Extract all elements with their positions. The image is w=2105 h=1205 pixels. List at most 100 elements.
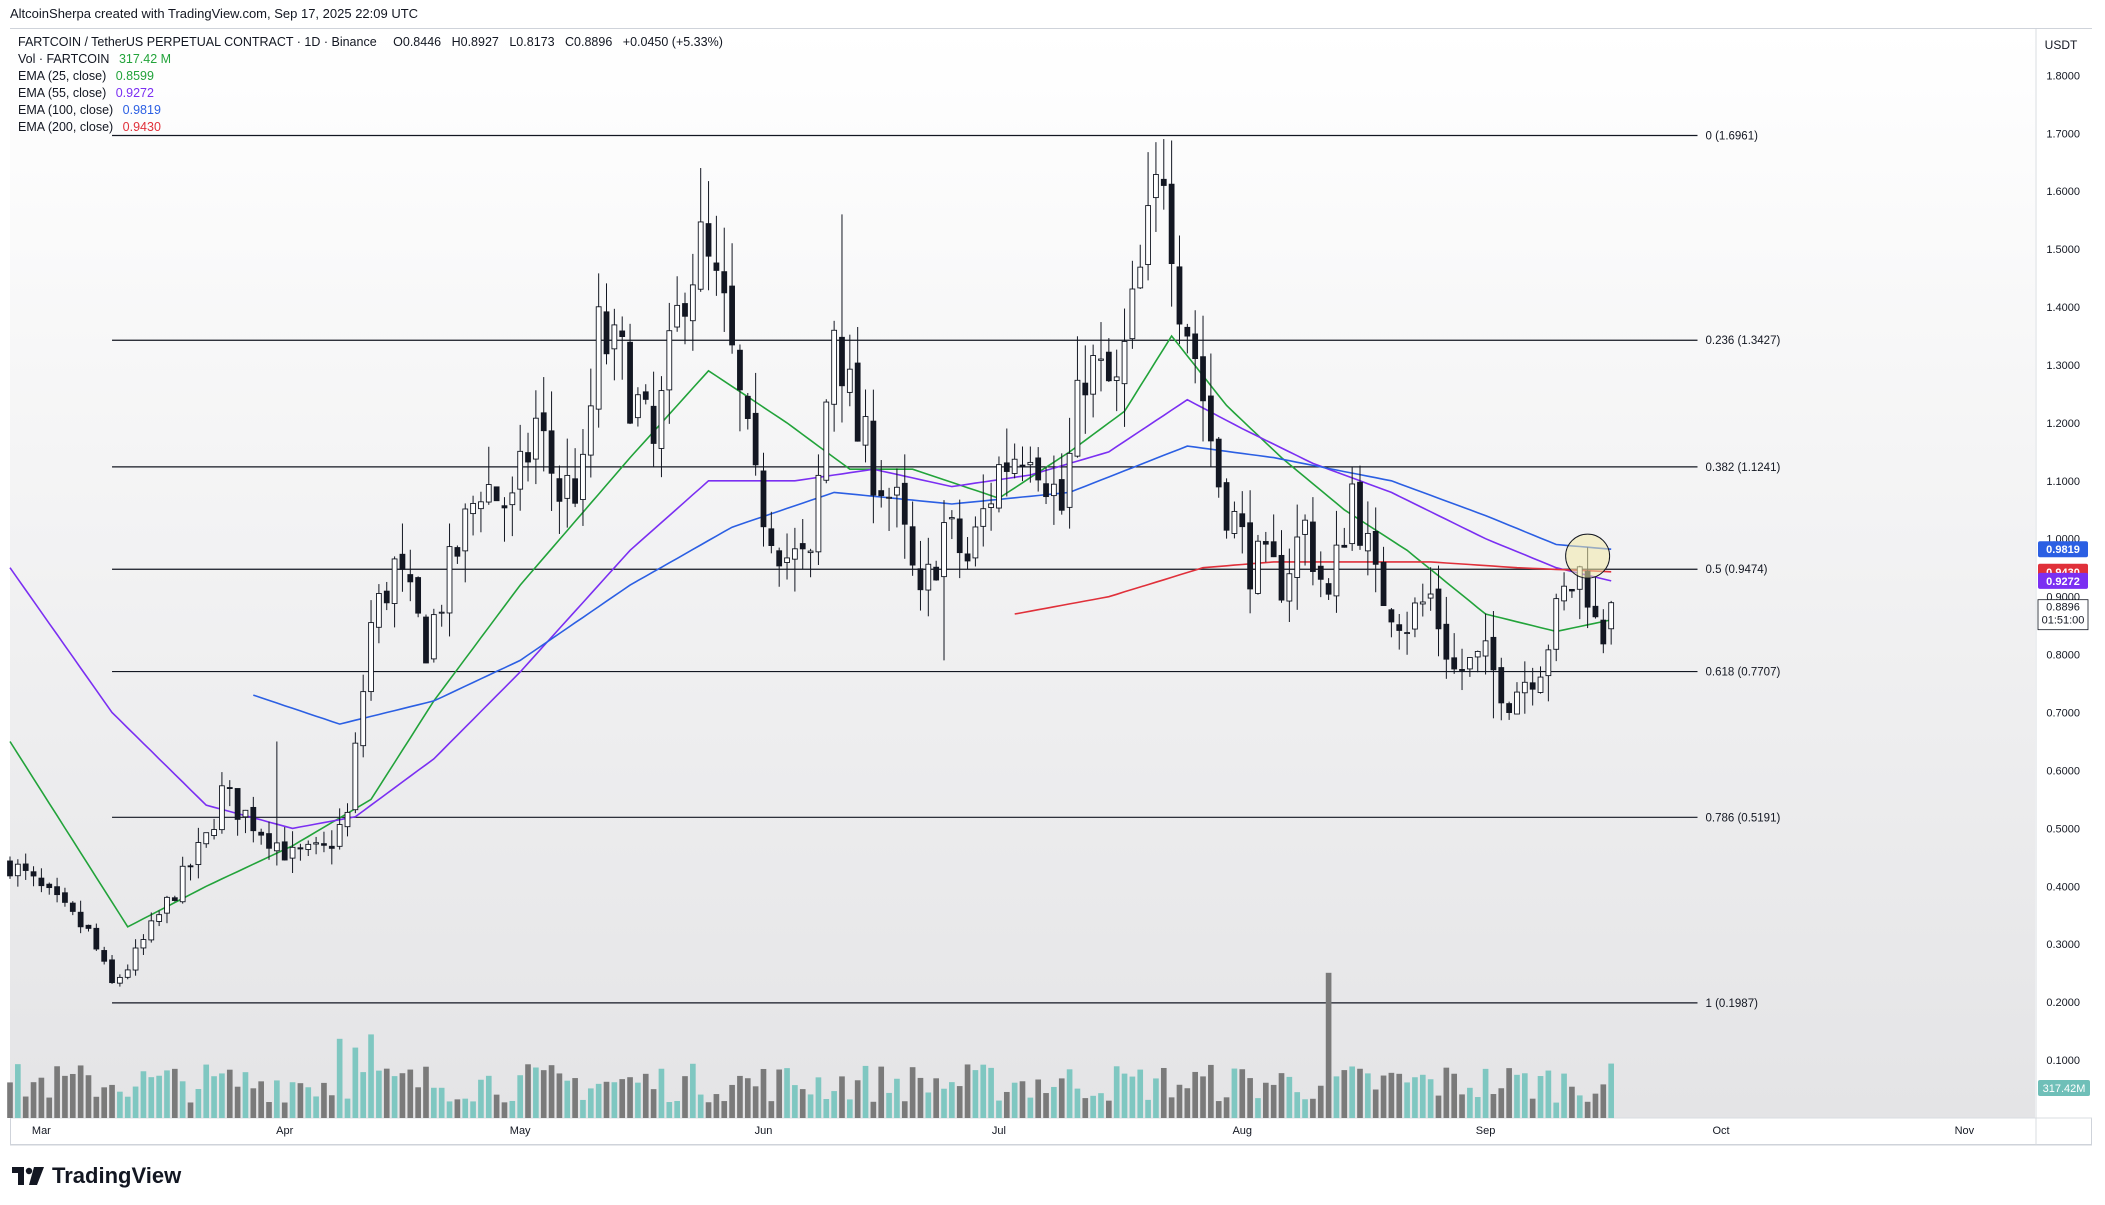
- candle-body[interactable]: [1419, 601, 1426, 605]
- candle-body[interactable]: [1113, 376, 1120, 381]
- candle-body[interactable]: [1145, 205, 1151, 266]
- candle-body[interactable]: [1294, 536, 1301, 578]
- candle-body[interactable]: [415, 577, 422, 614]
- candle-body[interactable]: [462, 508, 469, 552]
- candle-body[interactable]: [1521, 681, 1528, 694]
- candle-body[interactable]: [454, 547, 461, 557]
- candle-body[interactable]: [525, 452, 531, 463]
- candle-body[interactable]: [1200, 356, 1206, 402]
- candle-body[interactable]: [1474, 651, 1481, 658]
- candle-body[interactable]: [595, 306, 602, 410]
- candle-body[interactable]: [917, 568, 924, 591]
- candle-body[interactable]: [7, 860, 13, 877]
- candle-body[interactable]: [1490, 636, 1497, 671]
- candle-body[interactable]: [807, 550, 814, 554]
- candle-body[interactable]: [666, 330, 673, 391]
- candle-body[interactable]: [1435, 588, 1442, 630]
- candle-body[interactable]: [925, 563, 932, 591]
- candle-body[interactable]: [697, 221, 704, 290]
- candle-body[interactable]: [1255, 540, 1261, 594]
- candle-body[interactable]: [1372, 531, 1379, 565]
- candle-body[interactable]: [886, 496, 892, 499]
- legend-volume-row[interactable]: Vol · FARTCOIN 317.42 M: [18, 51, 730, 68]
- candle-body[interactable]: [1207, 395, 1214, 442]
- candle-body[interactable]: [1137, 266, 1144, 289]
- candle-body[interactable]: [1310, 521, 1316, 572]
- candle-body[interactable]: [572, 478, 578, 504]
- candle-body[interactable]: [894, 486, 900, 496]
- candle-body[interactable]: [211, 829, 217, 836]
- candle-body[interactable]: [117, 976, 123, 984]
- candle-body[interactable]: [430, 614, 437, 660]
- symbol-title[interactable]: FARTCOIN / TetherUS PERPETUAL CONTRACT ·…: [18, 35, 377, 49]
- candle-body[interactable]: [171, 897, 178, 901]
- candle-body[interactable]: [682, 303, 688, 317]
- candle-body[interactable]: [423, 616, 429, 664]
- candle-body[interactable]: [1412, 602, 1418, 630]
- candle-body[interactable]: [674, 304, 681, 328]
- candle-body[interactable]: [328, 845, 335, 849]
- candle-body[interactable]: [62, 892, 68, 903]
- candle-body[interactable]: [1317, 565, 1324, 580]
- candle-body[interactable]: [1098, 358, 1104, 361]
- candle-body[interactable]: [109, 959, 115, 984]
- candle-body[interactable]: [548, 430, 555, 474]
- candle-body[interactable]: [705, 223, 712, 257]
- candle-body[interactable]: [1427, 593, 1434, 599]
- candle-body[interactable]: [1105, 351, 1112, 382]
- candle-body[interactable]: [1608, 602, 1615, 630]
- candle-body[interactable]: [1223, 482, 1230, 531]
- candle-body[interactable]: [344, 811, 351, 828]
- candle-body[interactable]: [611, 324, 618, 350]
- candle-body[interactable]: [776, 550, 783, 567]
- candle-body[interactable]: [1129, 288, 1136, 340]
- candle-body[interactable]: [1325, 583, 1332, 595]
- candle-body[interactable]: [1247, 522, 1253, 590]
- candle-body[interactable]: [1082, 382, 1089, 396]
- candle-body[interactable]: [980, 508, 987, 527]
- candle-body[interactable]: [203, 832, 210, 845]
- candle-body[interactable]: [792, 548, 798, 560]
- candle-body[interactable]: [46, 883, 53, 889]
- candle-body[interactable]: [1349, 483, 1356, 545]
- candle-body[interactable]: [1192, 333, 1199, 360]
- candle-body[interactable]: [532, 417, 539, 460]
- candle-body[interactable]: [729, 285, 735, 346]
- candle-body[interactable]: [195, 842, 202, 866]
- candle-body[interactable]: [603, 311, 610, 355]
- candle-body[interactable]: [1341, 544, 1348, 548]
- candle-body[interactable]: [1537, 676, 1544, 693]
- candle-body[interactable]: [737, 349, 743, 391]
- candle-body[interactable]: [266, 833, 272, 849]
- candle-body[interactable]: [658, 390, 665, 449]
- candle-body[interactable]: [784, 557, 790, 563]
- candle-body[interactable]: [132, 947, 139, 971]
- candle-body[interactable]: [1231, 510, 1238, 534]
- candle-body[interactable]: [289, 846, 296, 859]
- candle-body[interactable]: [14, 863, 21, 877]
- candle-body[interactable]: [509, 492, 516, 506]
- candle-body[interactable]: [580, 453, 586, 500]
- candle-body[interactable]: [689, 284, 696, 322]
- candle-body[interactable]: [1404, 632, 1410, 635]
- candle-body[interactable]: [627, 341, 633, 424]
- candle-body[interactable]: [1506, 703, 1513, 713]
- candle-body[interactable]: [540, 412, 547, 432]
- candle-body[interactable]: [1302, 519, 1308, 535]
- candle-body[interactable]: [485, 484, 492, 503]
- candle-body[interactable]: [156, 914, 163, 922]
- candle-body[interactable]: [1569, 588, 1575, 592]
- candle-body[interactable]: [1043, 483, 1049, 498]
- candle-body[interactable]: [85, 924, 92, 929]
- candle-body[interactable]: [30, 871, 37, 877]
- candle-body[interactable]: [438, 611, 445, 614]
- candle-body[interactable]: [321, 843, 327, 846]
- candle-body[interactable]: [187, 865, 194, 868]
- candle-body[interactable]: [909, 526, 916, 566]
- candle-body[interactable]: [1184, 326, 1191, 337]
- candle-body[interactable]: [1443, 623, 1450, 660]
- candle-body[interactable]: [941, 522, 947, 578]
- candle-body[interactable]: [839, 336, 845, 387]
- candle-body[interactable]: [1121, 341, 1128, 385]
- candle-body[interactable]: [376, 593, 382, 628]
